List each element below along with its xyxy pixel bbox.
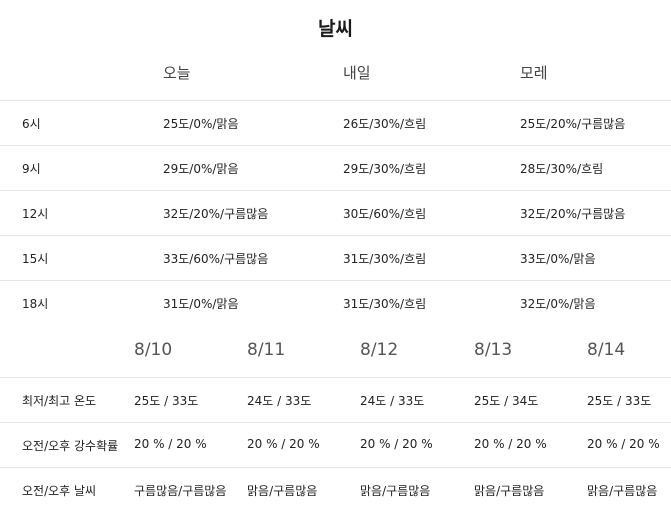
cell-tomorrow: 30도/60%/흐림 — [343, 207, 427, 221]
table-cell: 20 % / 20 % — [360, 437, 433, 451]
row-label: 최저/최고 온도 — [22, 394, 97, 408]
table-row: 6시 25도/0%/맑음 26도/30%/흐림 25도/20%/구름많음 — [0, 100, 671, 145]
table-cell: 20 % / 20 % — [587, 437, 660, 451]
cell-tomorrow: 31도/30%/흐림 — [343, 252, 427, 266]
col-day-after: 모레 — [520, 64, 548, 82]
table-cell: 24도 / 33도 — [360, 394, 425, 408]
date-label: 8/12 — [360, 340, 399, 360]
table-row: 오전/오후 날씨 구름많음/구름많음 맑음/구름많음 맑음/구름많음 맑음/구름… — [0, 467, 671, 512]
cell-tomorrow: 31도/30%/흐림 — [343, 297, 427, 311]
table-cell: 맑음/구름많음 — [360, 484, 431, 498]
cell-today: 32도/20%/구름많음 — [163, 207, 269, 221]
date-label: 8/13 — [474, 340, 513, 360]
table-cell: 20 % / 20 % — [247, 437, 320, 451]
cell-today: 29도/0%/맑음 — [163, 162, 239, 176]
page-title: 날씨 — [318, 18, 353, 40]
date-label: 8/11 — [247, 340, 286, 360]
row-time: 15시 — [22, 252, 49, 266]
table-cell: 20 % / 20 % — [134, 437, 207, 451]
row-label: 오전/오후 강수확률 — [22, 439, 119, 453]
table-cell: 맑음/구름많음 — [474, 484, 545, 498]
date-label: 8/10 — [134, 340, 173, 360]
cell-day-after: 28도/30%/흐림 — [520, 162, 604, 176]
cell-tomorrow: 26도/30%/흐림 — [343, 117, 427, 131]
table-cell: 25도 / 33도 — [587, 394, 652, 408]
table-cell: 구름많음/구름많음 — [134, 484, 227, 498]
table-row: 12시 32도/20%/구름많음 30도/60%/흐림 32도/20%/구름많음 — [0, 190, 671, 235]
table-row: 18시 31도/0%/맑음 31도/30%/흐림 32도/0%/맑음 — [0, 280, 671, 325]
row-time: 12시 — [22, 207, 49, 221]
row-time: 18시 — [22, 297, 49, 311]
hourly-header: 오늘 내일 모레 — [0, 60, 671, 88]
cell-day-after: 32도/0%/맑음 — [520, 297, 596, 311]
col-today: 오늘 — [163, 64, 191, 82]
table-cell: 25도 / 33도 — [134, 394, 199, 408]
table-row: 최저/최고 온도 25도 / 33도 24도 / 33도 24도 / 33도 2… — [0, 377, 671, 422]
cell-today: 25도/0%/맑음 — [163, 117, 239, 131]
cell-tomorrow: 29도/30%/흐림 — [343, 162, 427, 176]
cell-today: 31도/0%/맑음 — [163, 297, 239, 311]
cell-day-after: 25도/20%/구름많음 — [520, 117, 626, 131]
table-cell: 20 % / 20 % — [474, 437, 547, 451]
cell-day-after: 33도/0%/맑음 — [520, 252, 596, 266]
row-time: 9시 — [22, 162, 41, 176]
table-cell: 맑음/구름많음 — [247, 484, 318, 498]
daily-table: 최저/최고 온도 25도 / 33도 24도 / 33도 24도 / 33도 2… — [0, 377, 671, 512]
hourly-table: 6시 25도/0%/맑음 26도/30%/흐림 25도/20%/구름많음 9시 … — [0, 100, 671, 325]
col-tomorrow: 내일 — [343, 64, 371, 82]
table-row: 15시 33도/60%/구름많음 31도/30%/흐림 33도/0%/맑음 — [0, 235, 671, 280]
table-cell: 24도 / 33도 — [247, 394, 312, 408]
row-label: 오전/오후 날씨 — [22, 484, 97, 498]
cell-day-after: 32도/20%/구름많음 — [520, 207, 626, 221]
cell-today: 33도/60%/구름많음 — [163, 252, 269, 266]
row-time: 6시 — [22, 117, 41, 131]
table-row: 9시 29도/0%/맑음 29도/30%/흐림 28도/30%/흐림 — [0, 145, 671, 190]
table-cell: 맑음/구름많음 — [587, 484, 658, 498]
table-row: 오전/오후 강수확률 20 % / 20 % 20 % / 20 % 20 % … — [0, 422, 671, 467]
date-label: 8/14 — [587, 340, 626, 360]
table-cell: 25도 / 34도 — [474, 394, 539, 408]
daily-header: 8/10 8/11 8/12 8/13 8/14 — [0, 332, 671, 372]
